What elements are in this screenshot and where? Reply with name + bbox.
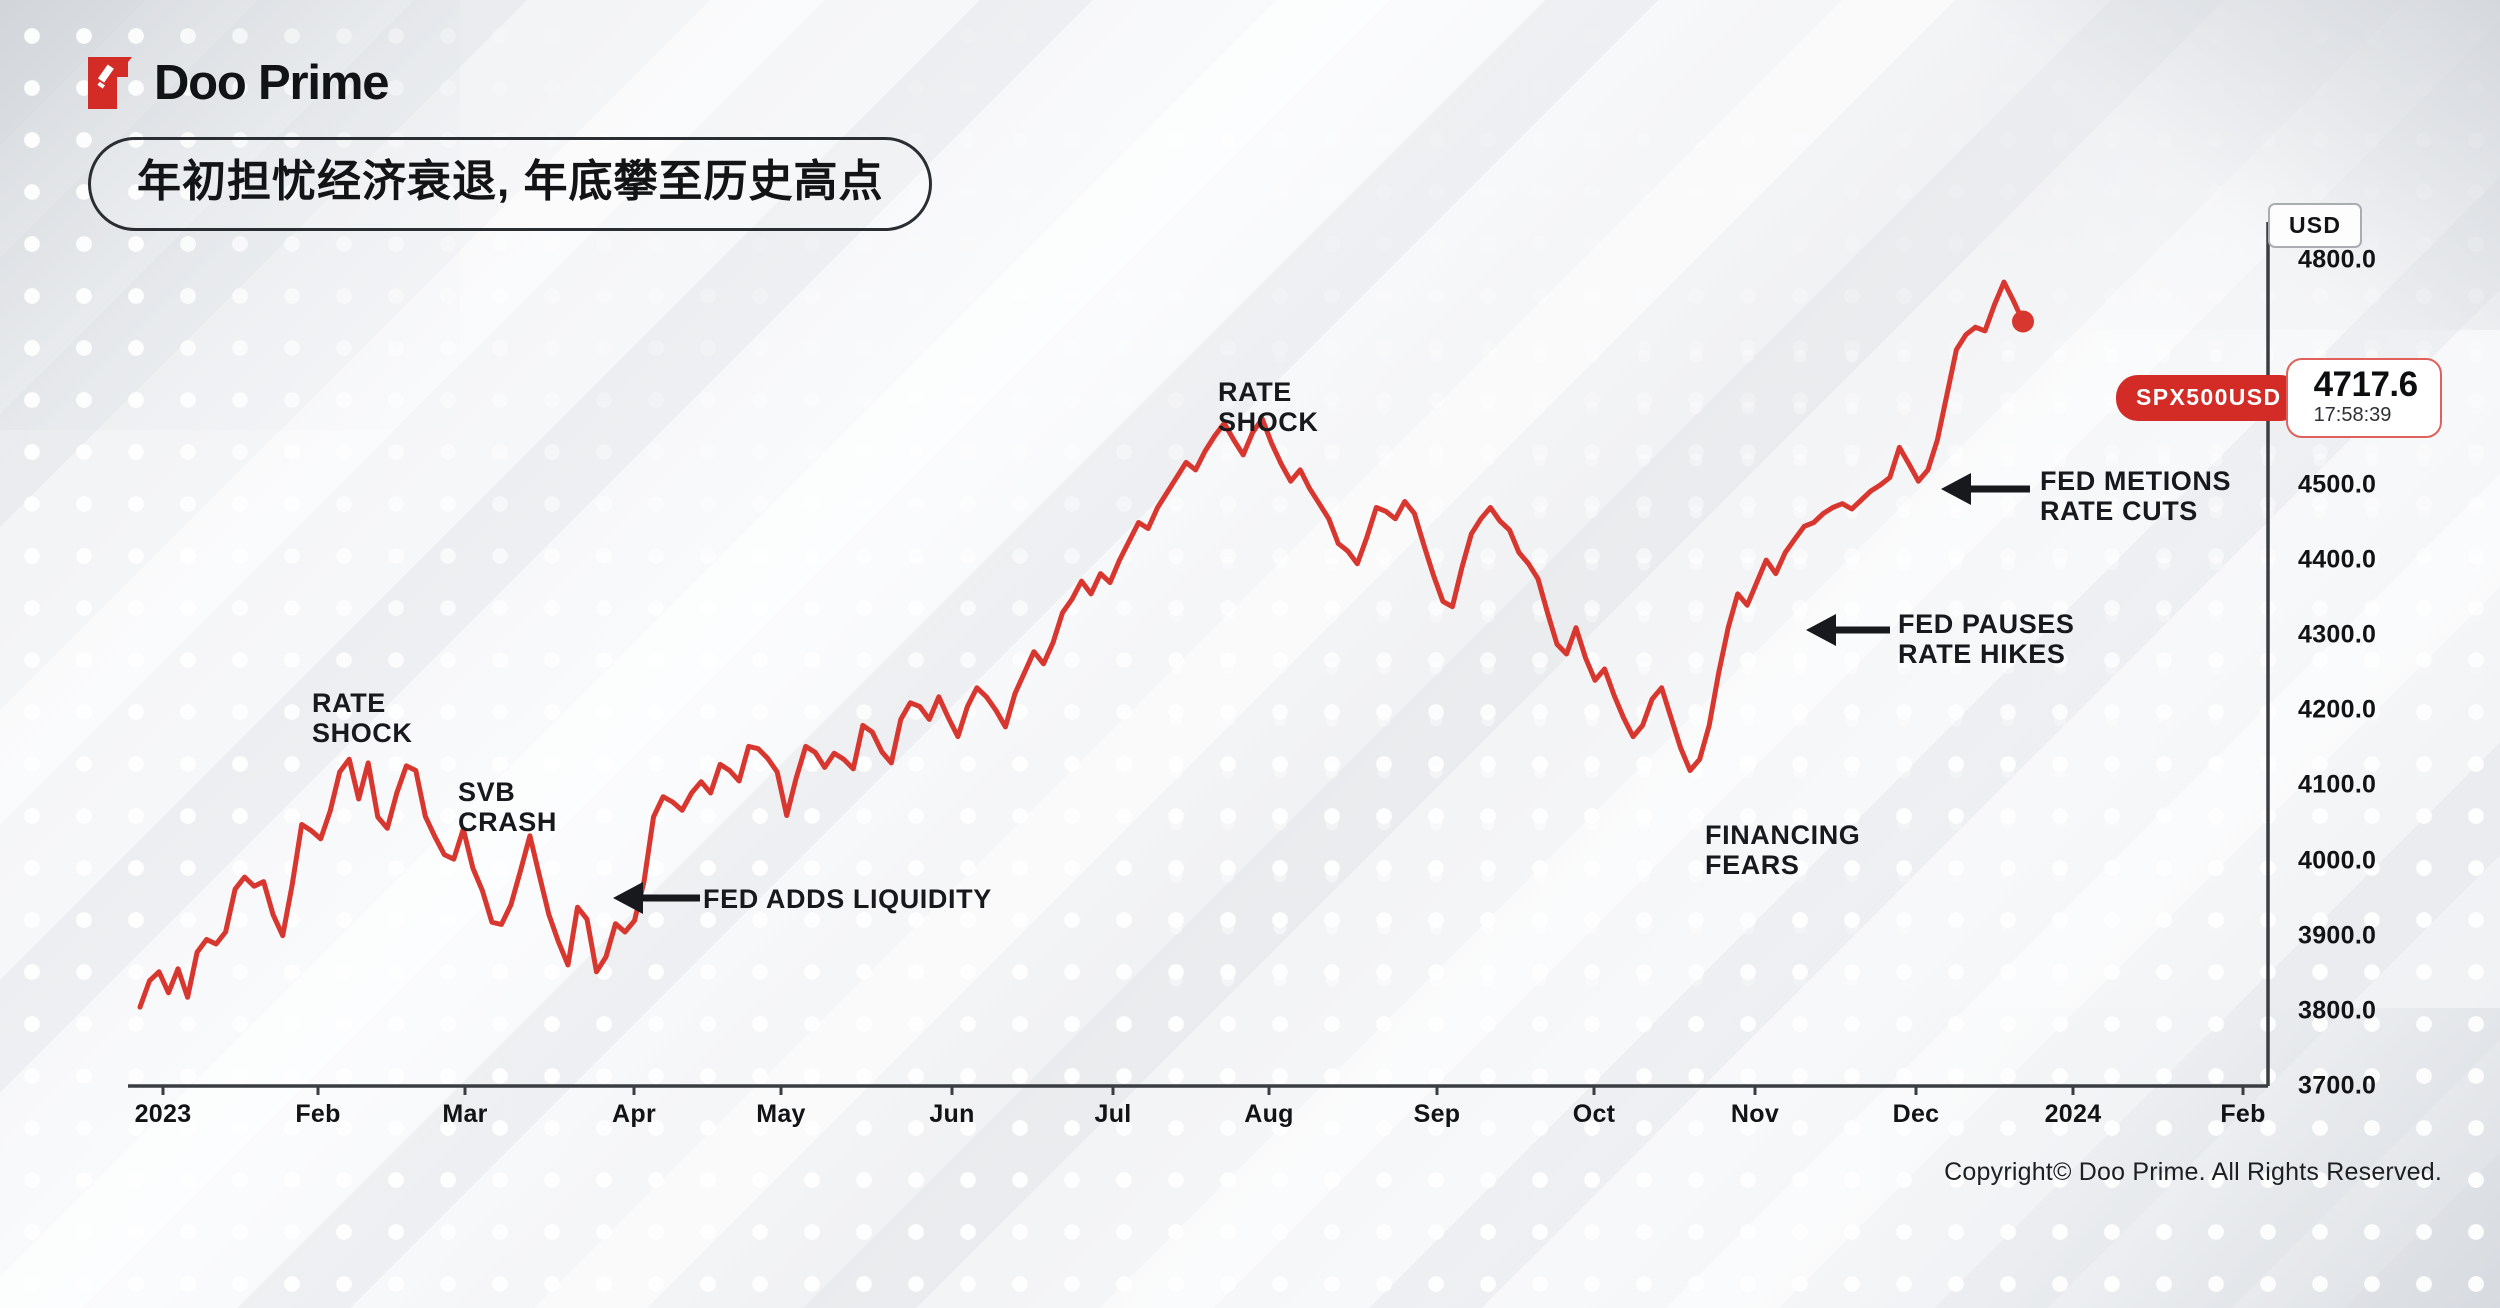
price-box: 4717.6 17:58:39 [2285,358,2442,438]
background-dot-pattern-secondary [1150,330,2500,1030]
y-axis-tick-4200: 4200.0 [2298,695,2377,724]
y-axis-tick-4000: 4000.0 [2298,846,2377,875]
last-price-marker [2012,310,2034,333]
x-axis-tick-mar: Mar [442,1100,488,1128]
annotation-rate-shock-1: RATE SHOCK [312,688,413,749]
y-axis-tick-4500: 4500.0 [2298,470,2377,499]
y-axis-tick-4300: 4300.0 [2298,620,2377,649]
brand-name: Doo Prime [154,56,389,110]
x-axis-tick-feb: Feb [295,1100,341,1128]
x-axis-tick-dec: Dec [1892,1100,1940,1128]
y-axis-tick-4400: 4400.0 [2298,545,2377,574]
symbol-pill[interactable]: SPX500USD [2116,374,2302,421]
y-axis-tick-4100: 4100.0 [2298,770,2377,799]
y-axis-tick-3700: 3700.0 [2298,1071,2377,1100]
x-axis-tick-sep: Sep [1413,1100,1461,1128]
x-axis-tick-jun: Jun [929,1100,975,1128]
annotation-rate-shock-2: RATE SHOCK [1218,377,1319,438]
price-ticker[interactable]: SPX500USD 4717.6 17:58:39 [2116,358,2442,438]
x-axis-tick-nov: Nov [1730,1100,1780,1128]
y-axis-tick-3900: 3900.0 [2298,921,2377,950]
page-title: 年初担忧经济衰退, 年底攀至历史高点 [137,157,884,206]
price-line-path [137,279,2026,1010]
x-axis-tick-oct: Oct [1572,1100,1616,1128]
chart-axes [128,222,2270,1088]
currency-badge[interactable]: USD [2268,203,2363,248]
x-axis-tick-aug: Aug [1244,1100,1294,1128]
x-axis-tick-jul: Jul [1094,1100,1132,1128]
annotation-arrows [613,473,2030,914]
x-axis-tick-feb: Feb [2220,1100,2266,1128]
annotation-fed-pauses-rate-hikes: FED PAUSES RATE HIKES [1898,609,2075,670]
arrow-fed-adds-liquidity [613,882,700,914]
doo-prime-flag-logo-icon [88,57,132,109]
annotation-financing-fears: FINANCING FEARS [1705,820,1861,881]
arrow-fed-mentions-rate-cuts [1941,473,2030,505]
x-axis-tick-2024: 2024 [2044,1100,2102,1128]
x-axis-tick-apr: Apr [612,1100,656,1128]
copyright-text: Copyright© Doo Prime. All Rights Reserve… [1944,1158,2442,1186]
price-time: 17:58:39 [2313,403,2392,426]
annotation-fed-mentions-rate-cuts: FED METIONS RATE CUTS [2040,466,2232,527]
arrow-fed-pauses-rate-hikes [1806,614,1890,646]
price-value: 4717.6 [2313,365,2419,404]
header: Doo Prime 年初担忧经济衰退, 年底攀至历史高点 [88,55,933,232]
y-axis-tick-4800: 4800.0 [2298,245,2377,274]
brand-logo: Doo Prime [88,55,932,111]
axis-tick-marks [161,1086,2245,1095]
headline-pill: 年初担忧经济衰退, 年底攀至历史高点 [88,137,933,232]
x-axis-tick-2023: 2023 [134,1100,192,1128]
x-axis-tick-may: May [756,1100,806,1128]
annotation-fed-adds-liquidity: FED ADDS LIQUIDITY [703,884,992,914]
annotation-svb-crash: SVB CRASH [458,777,558,838]
y-axis-tick-3800: 3800.0 [2298,996,2377,1025]
